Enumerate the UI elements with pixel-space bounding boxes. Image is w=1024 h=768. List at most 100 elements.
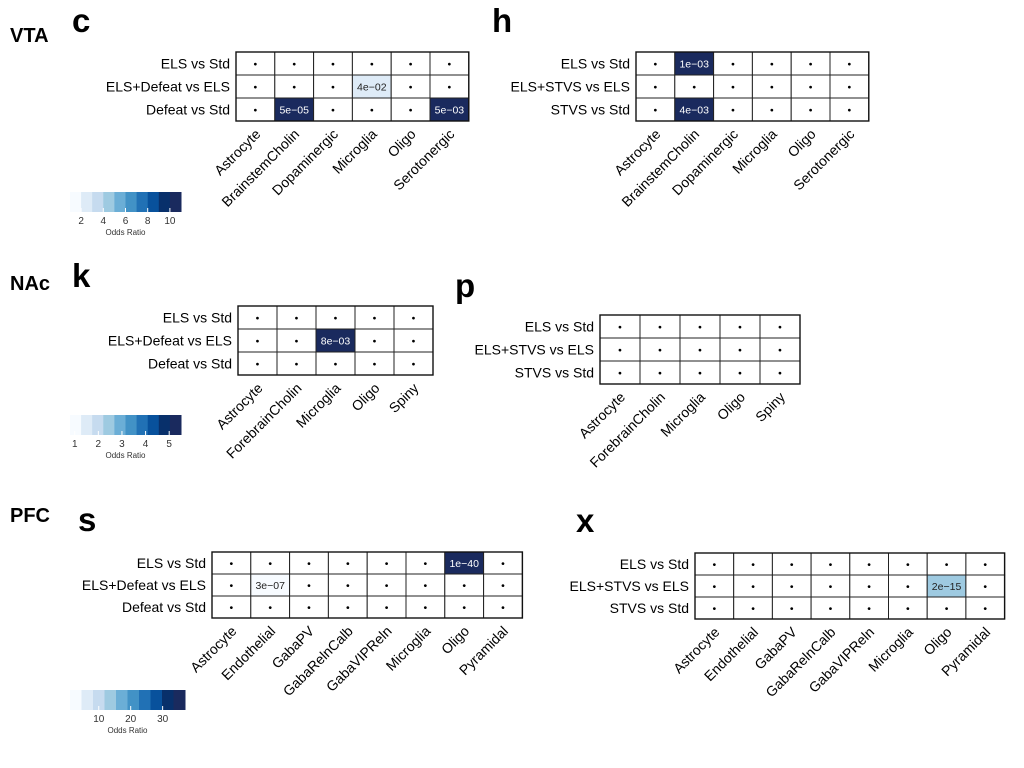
- legend-tick-label: 2: [96, 439, 102, 450]
- cell-dot: •: [424, 602, 428, 614]
- cell-dot: •: [256, 336, 260, 348]
- legend-tick-label: 30: [157, 714, 169, 725]
- legend-swatch: [70, 690, 82, 710]
- column-label: Spiny: [752, 389, 788, 425]
- column-label: Oligo: [714, 389, 749, 424]
- column-label: Oligo: [784, 126, 819, 161]
- cell-dot: •: [230, 558, 234, 570]
- cell-dot: •: [462, 580, 466, 592]
- row-label: ELS vs Std: [163, 310, 232, 326]
- cell-dot: •: [778, 345, 782, 357]
- legend-swatch: [114, 415, 126, 435]
- cell-dot: •: [254, 59, 258, 71]
- cell-dot: •: [501, 558, 505, 570]
- cell-dot: •: [713, 603, 717, 615]
- cell-dot: •: [906, 581, 910, 593]
- cell-dot: •: [867, 581, 871, 593]
- cell-dot: •: [829, 603, 833, 615]
- cell-dot: •: [713, 559, 717, 571]
- column-label: Spiny: [386, 380, 422, 416]
- cell-dot: •: [848, 82, 852, 94]
- region-label-vta: VTA: [10, 25, 49, 47]
- cell-dot: •: [292, 59, 296, 71]
- cell-dot: •: [809, 59, 813, 71]
- cell-dot: •: [295, 359, 299, 371]
- row-label: ELS vs Std: [561, 56, 630, 72]
- legend-title: Odds Ratio: [105, 451, 146, 460]
- cell-dot: •: [778, 322, 782, 334]
- cell-dot: •: [370, 105, 374, 117]
- row-label: ELS vs Std: [620, 556, 689, 572]
- cell-dot: •: [731, 82, 735, 94]
- legend-swatch: [81, 690, 94, 710]
- row-label: Defeat vs Std: [146, 102, 230, 118]
- cell-pvalue-label: 8e−03: [321, 336, 351, 348]
- cell-dot: •: [731, 59, 735, 71]
- cell-dot: •: [409, 82, 413, 94]
- cell-dot: •: [254, 82, 258, 94]
- cell-dot: •: [373, 336, 377, 348]
- row-label: STVS vs Std: [515, 365, 594, 381]
- legend-swatch: [150, 690, 163, 710]
- cell-dot: •: [731, 105, 735, 117]
- cell-dot: •: [658, 368, 662, 380]
- cell-pvalue-label: 3e−07: [255, 580, 285, 592]
- heatmap-border: [235, 51, 470, 122]
- row-label: ELS+Defeat vs ELS: [82, 577, 206, 593]
- cell-dot: •: [307, 558, 311, 570]
- cell-dot: •: [790, 603, 794, 615]
- cell-dot: •: [346, 580, 350, 592]
- cell-dot: •: [412, 336, 416, 348]
- legend-swatch: [147, 192, 160, 212]
- cell-dot: •: [230, 602, 234, 614]
- cell-dot: •: [751, 559, 755, 571]
- row-label: ELS vs Std: [137, 555, 206, 571]
- cell-dot: •: [790, 559, 794, 571]
- heatmap-border: [635, 51, 870, 122]
- legend-swatch: [81, 415, 93, 435]
- legend-swatch: [104, 690, 117, 710]
- heatmap-panel-s: s • • • • • • 1e−40 • • 3e−07 • • • • • • • • • • • • • • ELS vs …: [70, 501, 524, 735]
- cell-dot: •: [409, 105, 413, 117]
- cell-dot: •: [738, 345, 742, 357]
- legend-tick-label: 1: [72, 439, 78, 450]
- cell-dot: •: [331, 105, 335, 117]
- cell-dot: •: [385, 558, 389, 570]
- column-label: Oligo: [384, 126, 419, 161]
- legend-swatch: [81, 192, 93, 212]
- cell-dot: •: [906, 559, 910, 571]
- cell-dot: •: [829, 559, 833, 571]
- cell-dot: •: [346, 558, 350, 570]
- cell-dot: •: [713, 581, 717, 593]
- column-label: Oligo: [348, 380, 383, 415]
- cell-dot: •: [738, 368, 742, 380]
- legend-swatch: [103, 415, 115, 435]
- legend-swatch: [173, 690, 186, 710]
- column-label: Oligo: [438, 623, 473, 658]
- cell-dot: •: [770, 59, 774, 71]
- row-label: ELS+STVS vs ELS: [570, 578, 689, 594]
- cell-dot: •: [412, 359, 416, 371]
- cell-pvalue-label: 5e−03: [435, 105, 465, 117]
- cell-dot: •: [295, 313, 299, 325]
- legend-swatch: [116, 690, 128, 710]
- cell-dot: •: [256, 313, 260, 325]
- cell-dot: •: [698, 345, 702, 357]
- cell-dot: •: [373, 359, 377, 371]
- legend-tick-label: 8: [145, 216, 151, 227]
- cell-dot: •: [385, 602, 389, 614]
- cell-dot: •: [424, 558, 428, 570]
- legend-swatch: [70, 415, 82, 435]
- cell-dot: •: [698, 368, 702, 380]
- heatmap-panel-p: p • • • • • • • • • • • • • • • ELS vs Std ELS+STVS vs EL…: [455, 267, 801, 471]
- cell-dot: •: [254, 105, 258, 117]
- legend-swatch: [162, 690, 174, 710]
- cell-pvalue-label: 1e−03: [679, 59, 709, 71]
- cell-dot: •: [983, 603, 987, 615]
- cell-dot: •: [501, 602, 505, 614]
- region-label-nac: NAc: [10, 273, 50, 295]
- cell-dot: •: [268, 558, 272, 570]
- cell-dot: •: [654, 59, 658, 71]
- panel-letter-p: p: [455, 267, 475, 304]
- cell-pvalue-label: 1e−40: [449, 558, 479, 570]
